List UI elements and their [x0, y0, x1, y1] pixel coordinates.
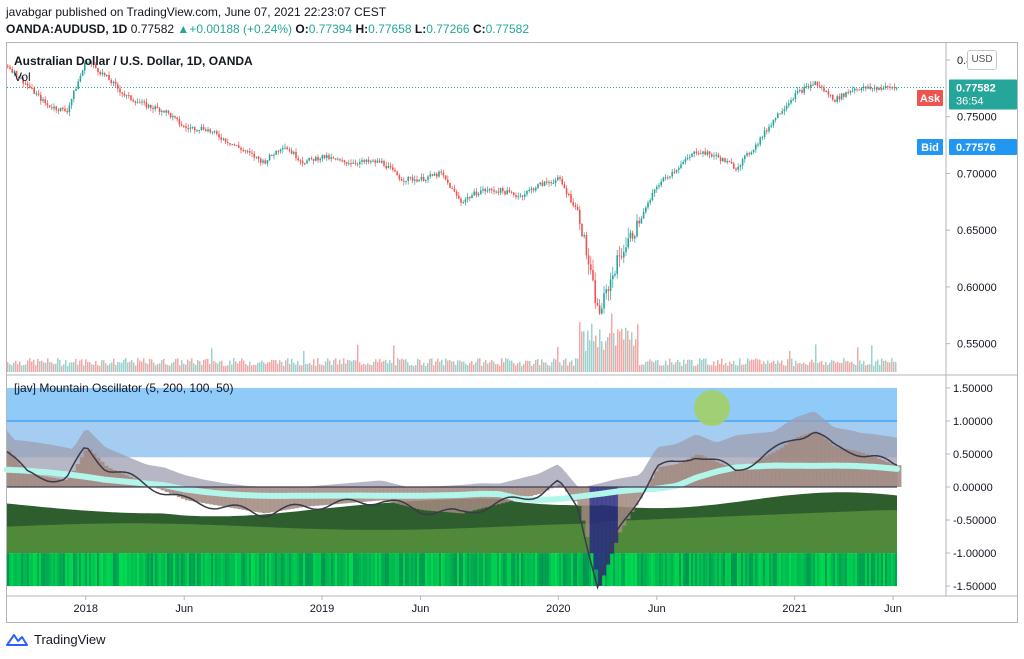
price-tick-label: 0.60000: [957, 282, 997, 294]
sun-overlay: [694, 390, 730, 426]
price-tick-label: 0.75000: [957, 112, 997, 124]
change-label: +0.00188 (+0.24%): [189, 22, 293, 36]
osc-tick-label: 0.00000: [953, 482, 993, 494]
time-tick-label: Jun: [648, 603, 666, 615]
bid-label-badge: [917, 139, 943, 155]
ohlc-line: OANDA:AUDUSD, 1D 0.77582 ▲+0.00188 (+0.2…: [6, 22, 529, 36]
oscillator-pane-title: [jav] Mountain Oscillator (5, 200, 100, …: [14, 381, 233, 395]
chart-frame: [6, 42, 1018, 623]
osc-tick-label: -1.00000: [953, 548, 996, 560]
osc-tick-label: -0.50000: [953, 515, 996, 527]
last-price-label: 0.77582: [130, 22, 175, 36]
currency-button[interactable]: USD: [967, 50, 997, 70]
time-tick-label: 2018: [74, 603, 98, 615]
ask-label-badge: [917, 90, 943, 106]
open-label: O:: [295, 22, 309, 36]
last-price-badge: [949, 79, 1017, 110]
price-candles: [7, 59, 898, 315]
volume-label: Vol: [14, 70, 31, 84]
price-tick-label: 0.65000: [957, 225, 997, 237]
cyan-signal-line: [4, 462, 900, 503]
close-label: C:: [472, 22, 486, 36]
time-tick-label: 2021: [782, 603, 806, 615]
close-value: 0.77582: [485, 22, 530, 36]
oscillator-main-line: [6, 431, 898, 590]
time-tick-label: 2020: [546, 603, 570, 615]
bid-value: 0.77576: [956, 142, 996, 154]
low-value: 0.77266: [426, 22, 470, 36]
volume-bars: [7, 313, 897, 372]
time-tick-label: 2019: [310, 603, 334, 615]
symbol-label: OANDA:AUDUSD, 1D: [6, 22, 128, 36]
ask-label: Ask: [920, 93, 941, 105]
time-tick-label: Jun: [412, 603, 430, 615]
upper-band: [7, 387, 897, 421]
footer: TradingView: [6, 632, 106, 647]
osc-tick-label: 1.50000: [953, 383, 993, 395]
countdown-value: 36:54: [956, 95, 984, 107]
price-tick-label: 0.70000: [957, 168, 997, 180]
osc-tick-label: 1.00000: [953, 416, 993, 428]
mid-green-area: [7, 510, 897, 554]
main-pane-title: Australian Dollar / U.S. Dollar, 1D, OAN…: [14, 54, 253, 68]
last-price-value: 0.77582: [956, 82, 996, 94]
change-arrow-icon: ▲: [177, 22, 190, 36]
open-value: 0.77394: [308, 22, 353, 36]
lower-band: [7, 553, 897, 587]
low-label: L:: [414, 22, 427, 36]
price-tick-label: 0.55000: [957, 339, 997, 351]
bid-label: Bid: [921, 142, 939, 154]
tradingview-logo-icon: [6, 633, 28, 646]
high-label: H:: [355, 22, 369, 36]
bid-value-badge: [949, 139, 1017, 155]
publisher-line: javabgar published on TradingView.com, J…: [6, 5, 387, 19]
osc-tick-label: -1.50000: [953, 581, 996, 593]
time-tick-label: Jun: [175, 603, 193, 615]
footer-brand: TradingView: [34, 632, 106, 647]
osc-tick-label: 0.50000: [953, 449, 993, 461]
time-tick-label: Jun: [884, 603, 902, 615]
high-value: 0.77658: [368, 22, 412, 36]
